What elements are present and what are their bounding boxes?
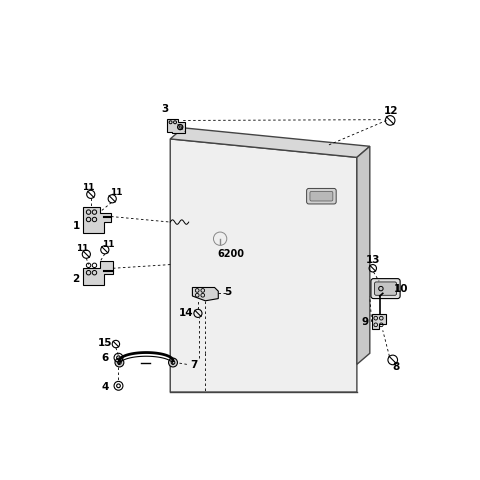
Text: 11: 11 xyxy=(82,183,95,192)
Polygon shape xyxy=(84,261,113,285)
Text: 4: 4 xyxy=(101,382,108,392)
Text: 2: 2 xyxy=(72,275,80,284)
FancyBboxPatch shape xyxy=(310,192,333,201)
Text: 15: 15 xyxy=(97,338,112,348)
Text: 12: 12 xyxy=(384,106,398,116)
FancyBboxPatch shape xyxy=(374,282,396,295)
Circle shape xyxy=(168,358,178,367)
Text: 7: 7 xyxy=(191,360,198,370)
Text: 5: 5 xyxy=(225,288,232,297)
Polygon shape xyxy=(84,207,111,233)
Polygon shape xyxy=(357,146,370,364)
Text: 10: 10 xyxy=(394,284,408,294)
Polygon shape xyxy=(170,139,357,392)
Circle shape xyxy=(115,358,124,367)
FancyBboxPatch shape xyxy=(307,189,336,204)
Polygon shape xyxy=(167,119,185,133)
FancyBboxPatch shape xyxy=(371,278,400,299)
Text: 8: 8 xyxy=(392,362,399,372)
Text: 1: 1 xyxy=(72,221,80,231)
Text: 6: 6 xyxy=(101,353,108,363)
Text: 14: 14 xyxy=(179,308,193,318)
Text: 13: 13 xyxy=(366,255,380,265)
Text: 3: 3 xyxy=(161,104,168,114)
Text: 6200: 6200 xyxy=(218,249,245,259)
Polygon shape xyxy=(170,128,370,157)
Text: 9: 9 xyxy=(361,317,369,327)
Text: 11: 11 xyxy=(109,188,122,197)
Polygon shape xyxy=(372,314,386,329)
Polygon shape xyxy=(192,288,218,301)
Text: 11: 11 xyxy=(102,240,115,249)
Text: 11: 11 xyxy=(76,244,89,253)
